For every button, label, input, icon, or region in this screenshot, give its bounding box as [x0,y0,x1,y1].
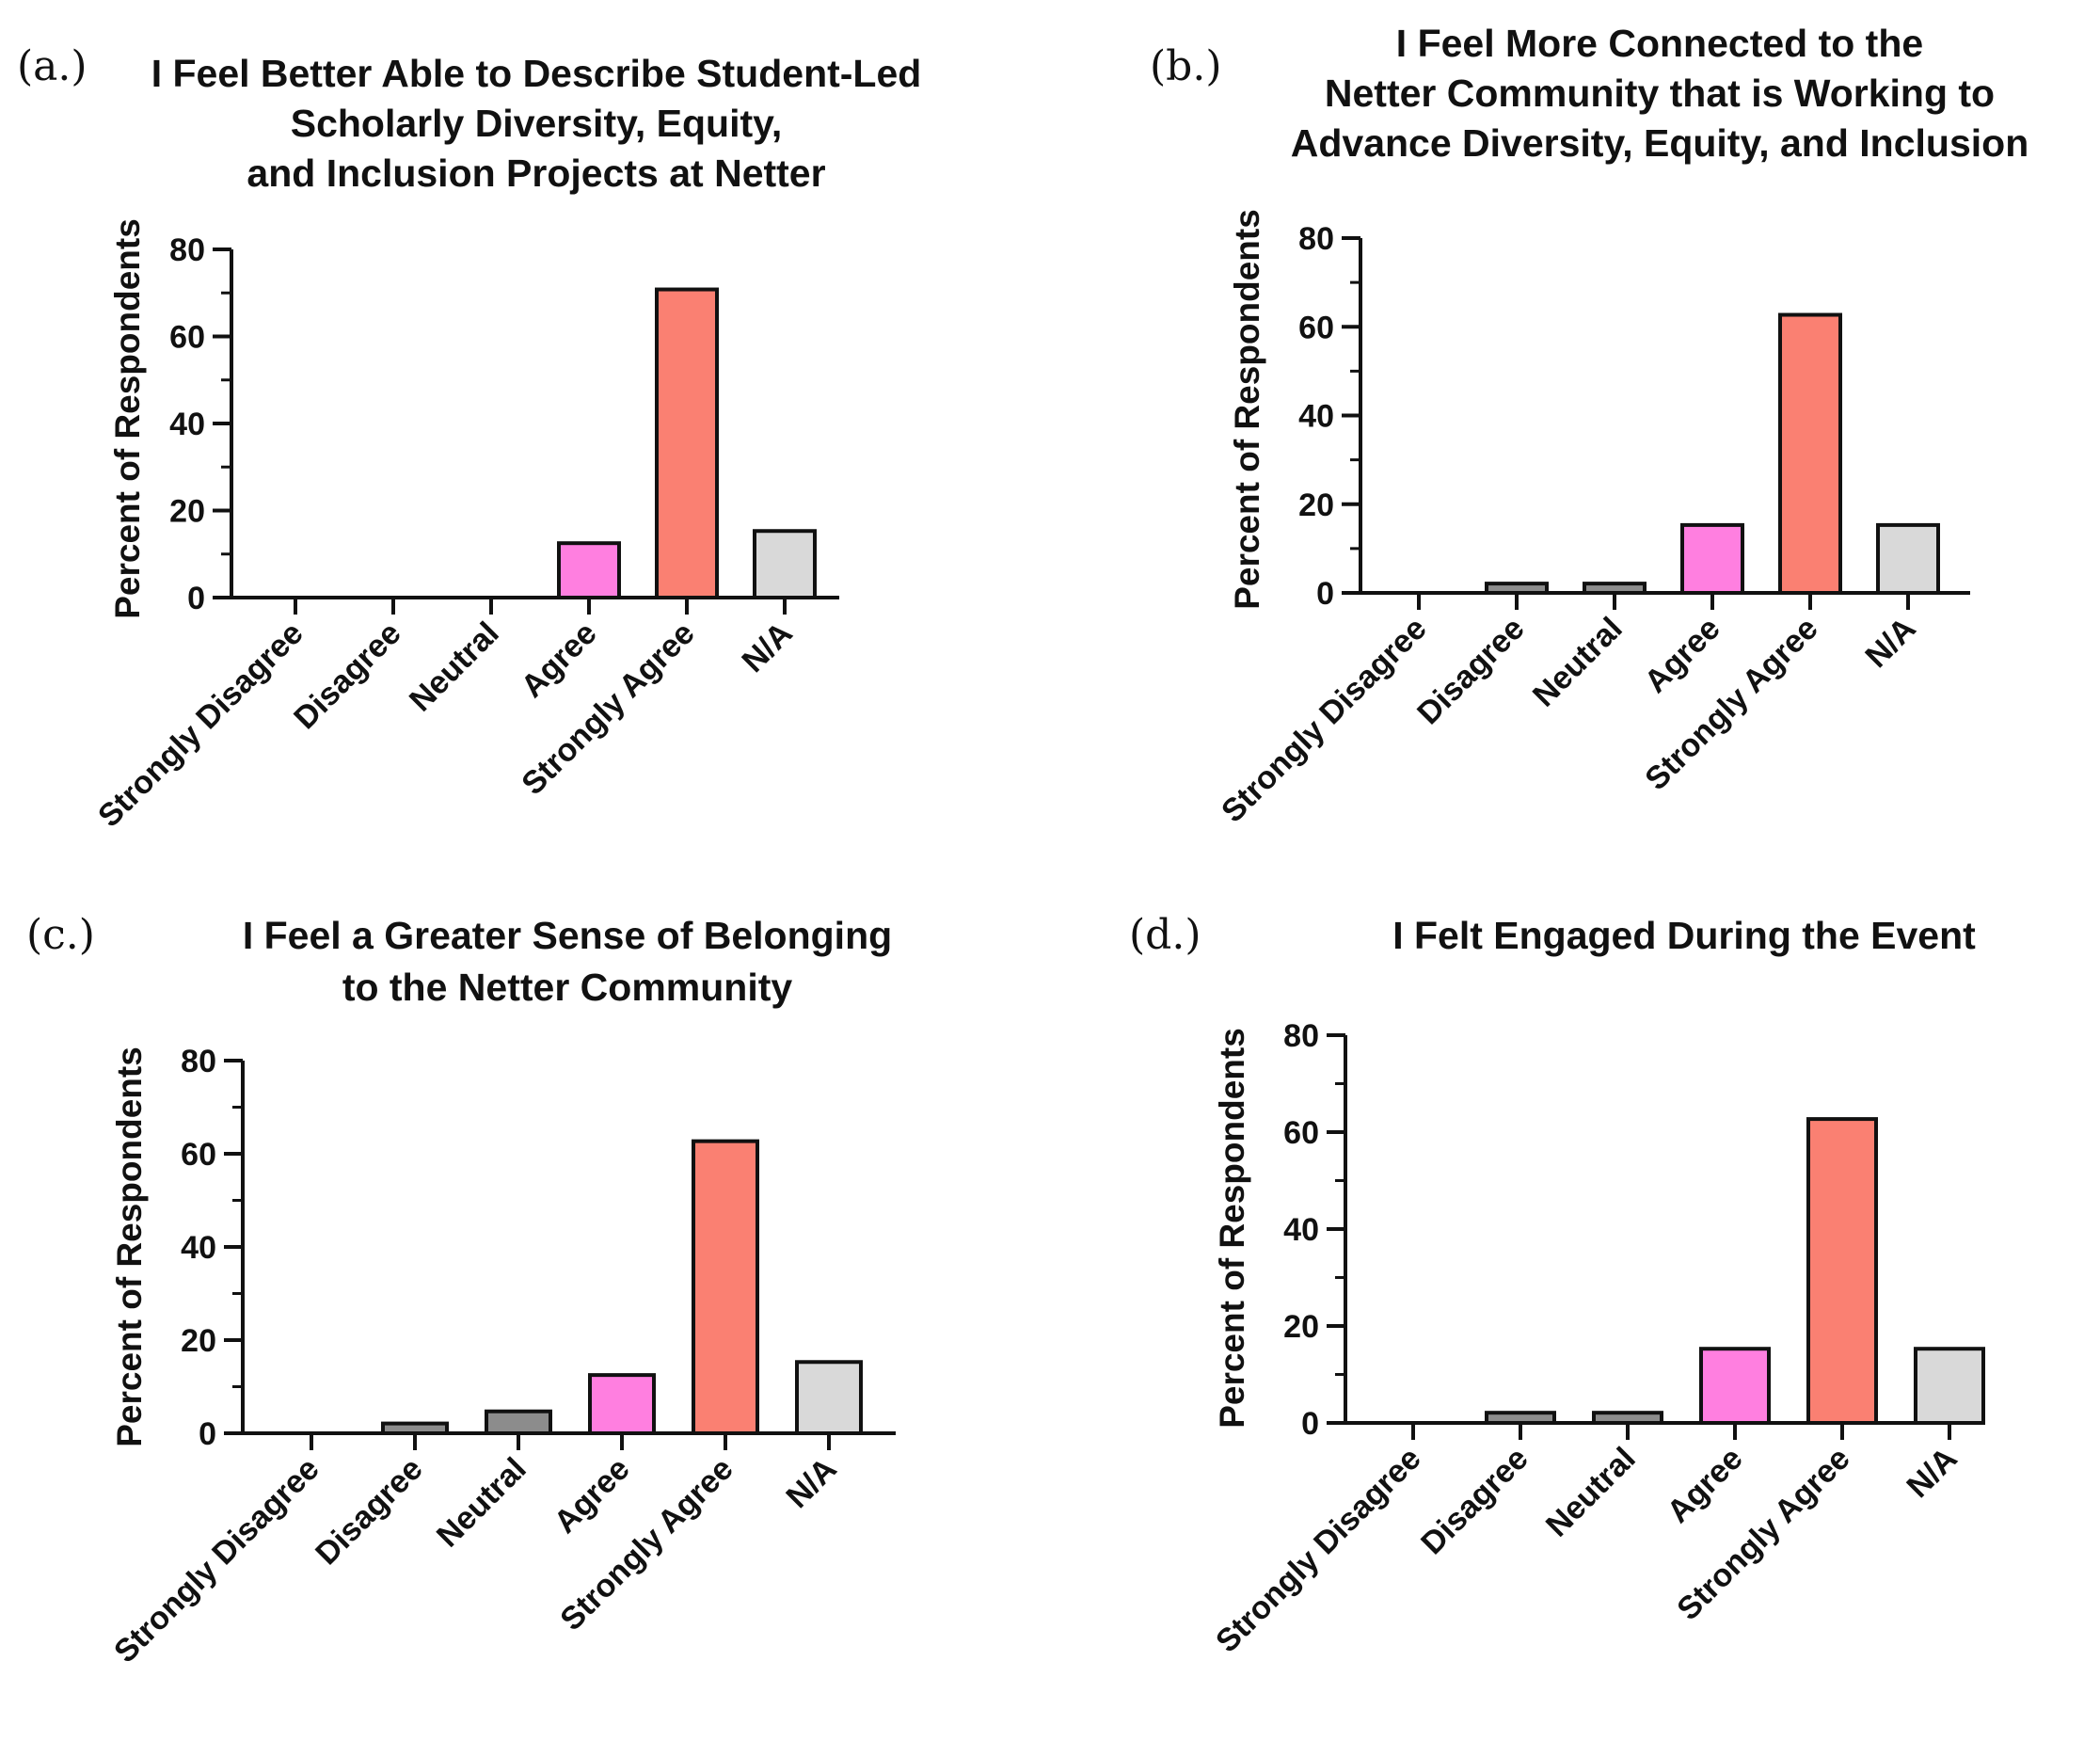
bar-n-a [753,529,817,599]
y-tick-label: 40 [1298,399,1334,435]
bar-disagree [381,1421,449,1435]
x-category-label: Strongly Agree [1638,611,1824,797]
panel-a: (a.) I Feel Better Able to Describe Stude… [17,42,921,834]
x-category-label: Disagree [1410,611,1531,731]
y-tick-label: 40 [1283,1212,1319,1248]
bar-n-a [1914,1347,1985,1425]
chart-title-line: I Feel More Connected to the [1396,22,1923,65]
y-tick-label: 0 [1316,576,1334,612]
bar-disagree [1485,582,1549,596]
y-tick-label: 60 [1298,310,1334,345]
bar-agree [1680,522,1744,595]
bar-strongly-agree [655,287,719,599]
x-category-label: Strongly Disagree [1209,1441,1428,1660]
y-tick-label: 60 [169,320,205,356]
x-category-label: Agree [1661,1441,1750,1530]
x-category-label: Strongly Agree [515,615,701,802]
bar-strongly-agree [1778,312,1842,595]
chart-title-line: I Feel a Greater Sense of Belonging [243,914,892,957]
panel-label: (c.) [26,911,95,959]
x-category-label: Disagree [287,615,407,736]
x-category-label: Strongly Disagree [1215,611,1434,830]
x-category-label: Strongly Disagree [107,1451,326,1670]
chart-title-line: Netter Community that is Working to [1325,72,1995,115]
chart-title-line: I Feel Better Able to Describe Student-L… [151,52,922,95]
chart-title-line: Scholarly Diversity, Equity, [291,102,783,145]
y-tick-label: 80 [1283,1018,1319,1054]
y-axis-label: Percent of Respondents [110,1046,149,1447]
bar-strongly-agree [1806,1117,1878,1425]
y-tick-label: 20 [181,1323,216,1359]
chart-title-line: and Inclusion Projects at Netter [247,152,825,195]
y-tick-label: 20 [1298,487,1334,523]
bar-n-a [795,1360,863,1436]
panel-label: (b.) [1150,42,1221,90]
x-category-label: Disagree [309,1451,429,1572]
x-category-label: Strongly Agree [553,1451,740,1637]
y-tick-label: 60 [1283,1115,1319,1151]
chart-title-line: I Felt Engaged During the Event [1392,914,1976,957]
chart-title-line: to the Netter Community [342,966,793,1009]
chart-title-line: Advance Diversity, Equity, and Inclusion [1291,121,2029,165]
x-category-label: Agree [1638,611,1727,700]
x-category-label: Neutral [1539,1441,1643,1544]
bar-n-a [1876,522,1940,595]
y-tick-label: 20 [1283,1309,1319,1345]
bar-neutral [1583,582,1647,596]
x-category-label: Agree [515,615,604,705]
y-axis-label: Percent of Respondents [1213,1028,1251,1429]
y-axis-label: Percent of Respondents [108,218,147,619]
x-category-label: Neutral [430,1451,533,1555]
bar-disagree [1485,1411,1556,1426]
x-category-label: Disagree [1414,1441,1535,1561]
bar-strongly-agree [692,1139,759,1435]
y-tick-label: 80 [181,1044,216,1079]
bar-neutral [1592,1411,1663,1426]
panel-d: (d.) I Felt Engaged During the Event Perce… [1129,911,1985,1659]
x-category-label: N/A [735,615,799,679]
y-tick-label: 0 [187,581,205,616]
x-category-label: Neutral [403,615,506,719]
bar-agree [557,541,621,599]
bar-agree [588,1373,656,1435]
y-axis-label: Percent of Respondents [1228,209,1266,610]
x-category-label: N/A [779,1451,843,1515]
bar-agree [1699,1347,1771,1425]
x-category-label: Agree [548,1451,637,1541]
y-tick-label: 80 [169,232,205,268]
panel-b: (b.) I Feel More Connected to the Netter C… [1150,22,2028,829]
y-tick-label: 40 [169,407,205,442]
y-tick-label: 80 [1298,221,1334,257]
x-category-label: N/A [1900,1441,1964,1505]
x-category-label: N/A [1858,611,1922,675]
panel-c: (c.) I Feel a Greater Sense of Belonging t… [26,911,896,1669]
bar-neutral [485,1409,552,1435]
y-tick-label: 0 [1301,1406,1319,1442]
y-tick-label: 20 [169,494,205,530]
panel-label: (a.) [17,42,88,90]
y-tick-label: 60 [181,1137,216,1173]
y-tick-label: 0 [199,1416,216,1452]
panel-label: (d.) [1129,911,1201,959]
x-category-label: Strongly Disagree [91,615,310,835]
x-category-label: Neutral [1526,611,1630,714]
y-tick-label: 40 [181,1230,216,1266]
